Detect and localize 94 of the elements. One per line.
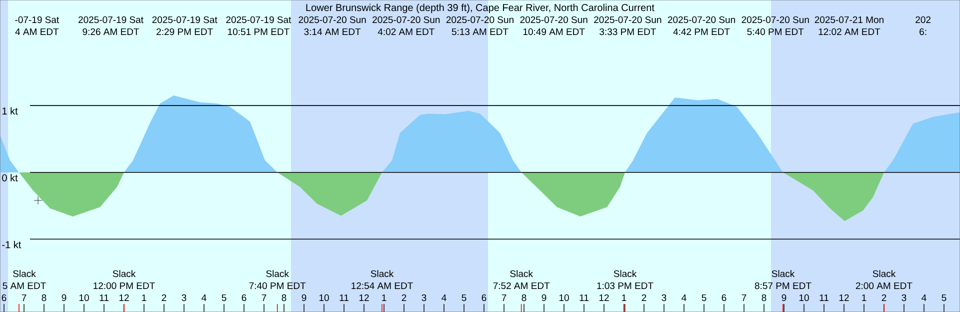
x-tick-label: 1 — [622, 294, 626, 301]
x-tick-label: 11 — [100, 294, 108, 301]
x-tick-label: 5 — [702, 294, 706, 302]
x-tick-label: 6 — [242, 294, 246, 302]
x-tick-label: 10 — [799, 294, 809, 302]
annotation: Slack — [614, 270, 637, 278]
annotation: Slack — [772, 270, 795, 278]
x-tick-label: 7 — [262, 294, 266, 301]
x-tick-label: 12 — [119, 294, 129, 301]
annotation: 2025-07-20 Sun — [446, 16, 514, 24]
annotation: 7:52 AM EDT — [493, 282, 550, 290]
y-tick-label: 1 kt — [2, 107, 18, 115]
x-tick-label: 8 — [282, 294, 286, 302]
annotation: 12:00 PM EDT — [94, 282, 155, 290]
annotation: 4 AM EDT — [15, 28, 59, 35]
annotation: 2025-07-19 Sat — [78, 16, 144, 24]
annotation: 12:02 AM EDT — [818, 28, 880, 36]
x-tick-label: 12 — [839, 294, 849, 301]
x-tick-label: 8 — [762, 294, 766, 302]
chart-title: Lower Brunswick Range (depth 39 ft), Cape Fear River, North Carolina Current — [306, 4, 654, 14]
x-tick-label: 9 — [62, 294, 66, 302]
x-tick-label: 4 — [682, 294, 686, 301]
x-tick-label: 10 — [559, 294, 569, 302]
x-tick-label: 1 — [142, 294, 146, 301]
annotation: Slack — [872, 270, 896, 278]
annotation: 6: — [920, 28, 926, 36]
x-tick-label: 2 — [402, 294, 406, 301]
annotation: Slack — [112, 270, 136, 278]
annotation: -07-19 Sat — [15, 16, 60, 24]
x-tick-label: 10 — [319, 294, 329, 302]
x-tick-label: 2 — [162, 294, 166, 301]
annotation: 12:54 AM EDT — [352, 282, 413, 290]
annotation: 2025-07-21 Mon — [814, 16, 884, 24]
x-tick-label: 1 — [862, 294, 866, 301]
annotation: 5:13 AM EDT — [452, 28, 508, 36]
y-tick-label: 0 kt — [2, 174, 18, 182]
annotation: 3:14 AM EDT — [304, 28, 361, 36]
annotation: 1:03 PM EDT — [597, 282, 654, 290]
x-tick-label: 11 — [340, 294, 348, 301]
x-tick-label: 4 — [442, 294, 446, 301]
x-tick-label: 3 — [182, 294, 186, 302]
annotation: 2025-07-20 Sun — [372, 16, 440, 24]
x-tick-label: 11 — [820, 294, 828, 301]
x-tick-label: 6 — [482, 294, 486, 302]
annotation: 3:33 PM EDT — [600, 28, 656, 36]
annotation: 10:51 PM EDT — [228, 28, 290, 36]
annotation: 5:40 PM EDT — [747, 28, 804, 36]
y-tick-label: -1 kt — [2, 240, 22, 248]
x-tick-label: 6 — [2, 294, 6, 302]
annotation: 2025-07-20 Sun — [298, 16, 366, 24]
x-tick-label: 2 — [882, 294, 886, 301]
annotation: 8:57 PM EDT — [754, 282, 812, 290]
annotation: 202 — [916, 16, 931, 24]
x-tick-label: 12 — [599, 294, 609, 301]
x-tick-label: 7 — [22, 294, 26, 301]
annotation: 10:49 AM EDT — [523, 28, 585, 36]
x-tick-label: 10 — [79, 294, 89, 302]
x-tick-label: 9 — [782, 294, 786, 302]
x-tick-label: 9 — [542, 294, 546, 302]
x-tick-label: 5 — [462, 294, 466, 302]
x-tick-label: 4 — [202, 294, 206, 301]
x-tick-label: 1 — [382, 294, 386, 301]
annotation: 4:02 AM EDT — [378, 28, 434, 36]
x-tick-label: 4 — [922, 294, 926, 301]
x-tick-label: 3 — [422, 294, 426, 302]
annotation: 2:00 AM EDT — [856, 282, 912, 290]
x-tick-label: 3 — [902, 294, 906, 302]
x-tick-label: 12 — [359, 294, 369, 301]
x-tick-label: 8 — [42, 294, 46, 302]
annotation: 5 AM EDT — [2, 282, 46, 290]
annotation: Slack — [13, 270, 36, 278]
x-tick-label: 3 — [662, 294, 666, 302]
annotation: Slack — [370, 270, 394, 278]
annotation: 2025-07-20 Sun — [742, 16, 809, 24]
annotation: 7:40 PM EDT — [249, 282, 306, 290]
annotation: 2025-07-20 Sun — [520, 16, 588, 24]
x-tick-label: 11 — [580, 294, 588, 301]
annotation: 9:26 AM EDT — [82, 28, 140, 36]
x-tick-label: 8 — [522, 294, 526, 302]
annotation: Slack — [266, 270, 289, 278]
x-tick-label: 7 — [742, 294, 746, 301]
annotation: Slack — [510, 270, 533, 278]
annotation: 4:42 PM EDT — [673, 28, 730, 35]
annotation: 2:29 PM EDT — [156, 28, 213, 36]
x-tick-label: 9 — [302, 294, 306, 302]
annotation: 2025-07-19 Sat — [152, 16, 218, 24]
x-tick-label: 5 — [222, 294, 226, 302]
x-tick-label: 5 — [942, 294, 946, 302]
annotation: 2025-07-20 Sun — [668, 16, 735, 24]
x-tick-label: 6 — [722, 294, 726, 302]
annotation: 2025-07-19 Sat — [226, 16, 292, 24]
x-tick-label: 7 — [502, 294, 506, 301]
x-tick-label: 2 — [642, 294, 646, 301]
annotation: 2025-07-20 Sun — [594, 16, 662, 24]
